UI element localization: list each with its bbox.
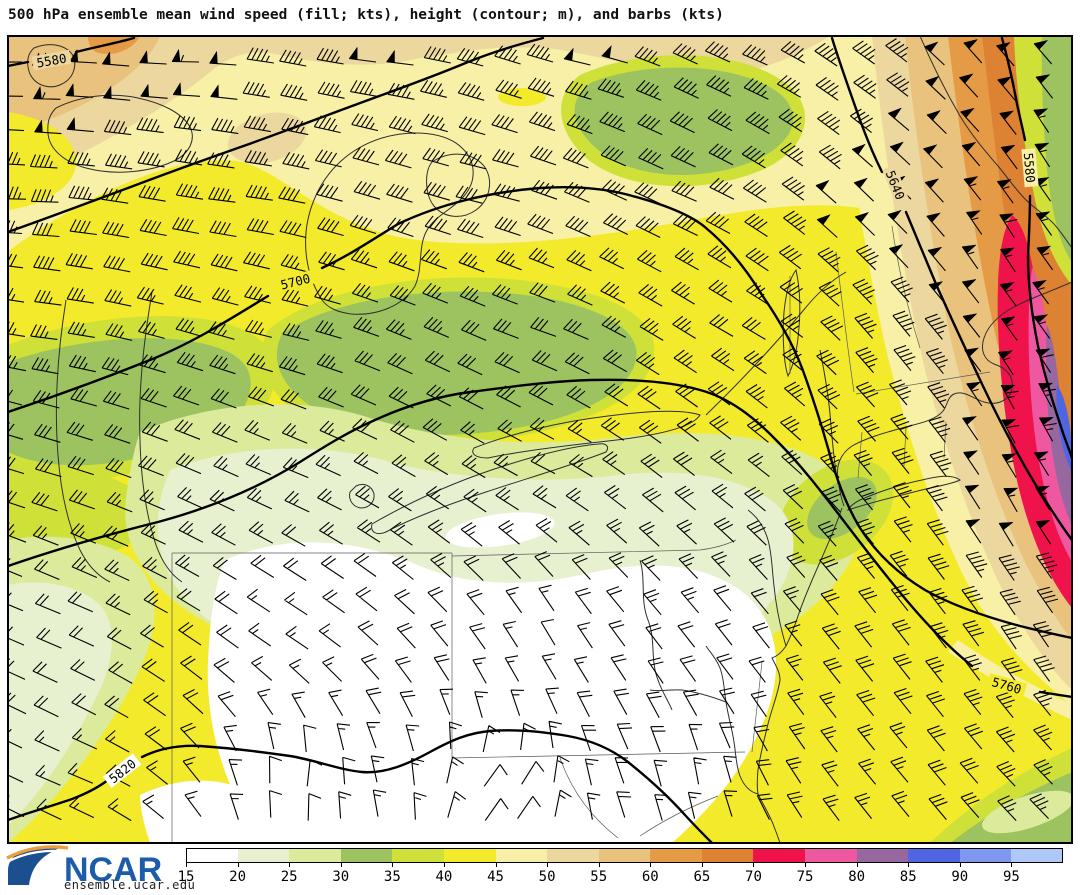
colorbar-cell bbox=[959, 848, 1012, 863]
ncar-logo-arc-orange bbox=[6, 845, 69, 860]
site-url: ensemble.ucar.edu bbox=[64, 878, 196, 892]
state-borders-layer bbox=[171, 225, 991, 843]
contour-label: 5700 bbox=[275, 269, 316, 293]
ncar-logo-arc-white bbox=[6, 849, 69, 863]
colorbar-tick bbox=[443, 863, 445, 867]
svg-text:5700: 5700 bbox=[279, 271, 312, 293]
ncar-logo: NCAR bbox=[6, 845, 162, 889]
colorbar-cell bbox=[908, 848, 961, 863]
colorbar-tick-label: 80 bbox=[848, 869, 866, 885]
colorbar-tick-label: 90 bbox=[951, 869, 969, 885]
map-border bbox=[7, 35, 1073, 844]
colorbar-cell bbox=[701, 848, 754, 863]
colorbar-tick-label: 40 bbox=[435, 869, 453, 885]
colorbar-cell bbox=[340, 848, 393, 863]
colorbar-tick bbox=[237, 863, 239, 867]
colorbar-tick-label: 50 bbox=[538, 869, 556, 885]
colorbar-legend: 15 20 25 30 35 40 45 50 55 60 65 70 75 80 85 90 95 bbox=[178, 848, 1064, 885]
colorbar-tick bbox=[856, 863, 858, 867]
colorbar-cell bbox=[443, 848, 497, 863]
colorbar-tick bbox=[289, 863, 291, 867]
colorbar-cell bbox=[1011, 848, 1064, 863]
colorbar-tick bbox=[908, 863, 910, 867]
colorbar-tick bbox=[340, 863, 342, 867]
colorbar-cell bbox=[805, 848, 858, 863]
map-panel: 5580 5700 5760 5820 5640 5580 bbox=[7, 35, 1073, 844]
colorbar-cell bbox=[650, 848, 703, 863]
wind-barbs-layer bbox=[8, 38, 1059, 822]
colorbar-tick-label: 30 bbox=[332, 869, 350, 885]
branding: NCAR bbox=[6, 845, 186, 895]
page-title: 500 hPa ensemble mean wind speed (fill; … bbox=[8, 7, 724, 23]
colorbar-tick-label: 65 bbox=[693, 869, 711, 885]
colorbar-cell bbox=[547, 848, 600, 863]
colorbar-tick-label: 25 bbox=[280, 869, 298, 885]
colorbar-cell bbox=[856, 848, 909, 863]
colorbar-tick-label: 15 bbox=[177, 869, 195, 885]
colorbar-tick bbox=[392, 863, 394, 867]
colorbar-tick-label: 20 bbox=[229, 869, 247, 885]
colorbar-tick-label: 35 bbox=[383, 869, 401, 885]
colorbar-cell bbox=[495, 848, 548, 863]
contour-label: 5580 bbox=[1021, 148, 1039, 188]
colorbar-tick bbox=[650, 863, 652, 867]
ncar-logo-text: NCAR bbox=[64, 851, 162, 889]
colorbar-tick bbox=[753, 863, 755, 867]
colorbar-frame bbox=[186, 848, 1063, 863]
colorbar-cell bbox=[598, 848, 651, 863]
colorbar-tick-label: 85 bbox=[899, 869, 917, 885]
colorbar-cell bbox=[186, 848, 239, 863]
colorbar-tick bbox=[598, 863, 600, 867]
colorbar-tick-label: 70 bbox=[745, 869, 762, 885]
colorbar-tick bbox=[1011, 863, 1013, 867]
colorbar-tick bbox=[547, 863, 549, 867]
colorbar-tick bbox=[701, 863, 703, 867]
coastline-layer bbox=[639, 36, 1072, 843]
colorbar-cell bbox=[289, 848, 342, 863]
colorbar-tick bbox=[495, 863, 497, 867]
colorbar-tick bbox=[186, 863, 187, 867]
colorbar-tick bbox=[959, 863, 961, 867]
colorbar-cell bbox=[753, 848, 806, 863]
colorbar-cell bbox=[237, 848, 290, 863]
svg-text:5580: 5580 bbox=[1021, 152, 1039, 183]
colorbar-tick-label: 95 bbox=[1002, 869, 1020, 885]
colorbar-tick-label: 55 bbox=[590, 869, 608, 885]
colorbar-tick-label: 75 bbox=[796, 869, 814, 885]
svg-text:5580: 5580 bbox=[35, 51, 67, 71]
colorbar-tick-label: 45 bbox=[487, 869, 504, 885]
contour-label: 5580 bbox=[31, 49, 72, 71]
colorbar-cell bbox=[392, 848, 445, 863]
colorbar-tick-label: 60 bbox=[641, 869, 659, 885]
colorbar-tick bbox=[805, 863, 807, 867]
